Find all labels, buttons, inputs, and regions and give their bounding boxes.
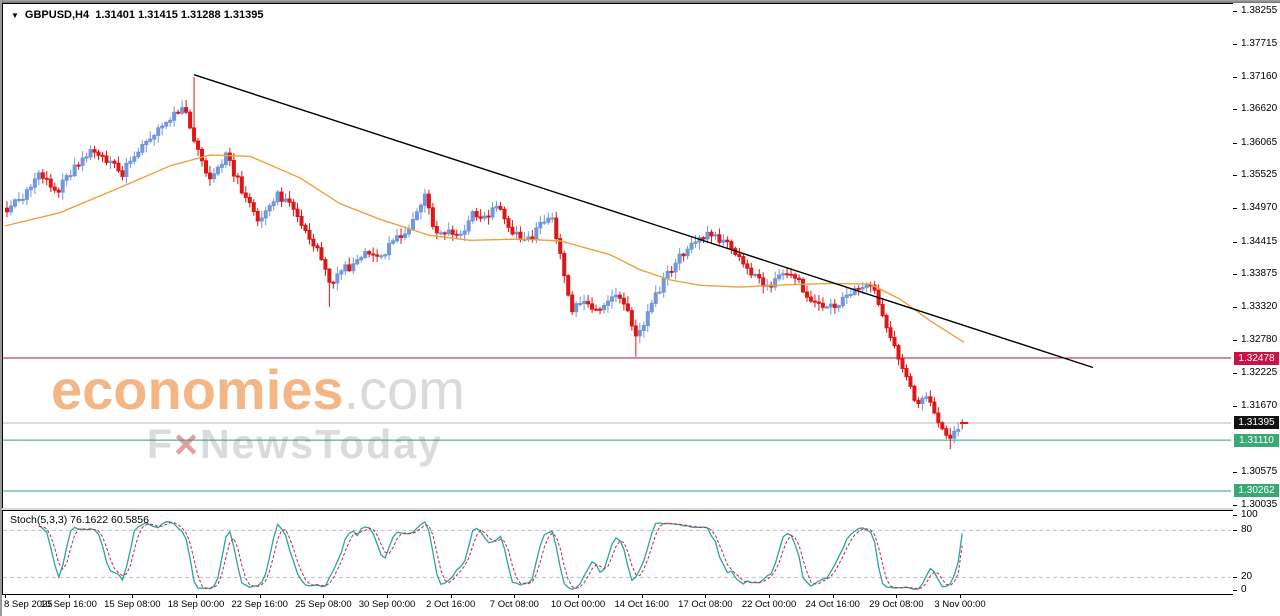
price-tick-mark [1233, 274, 1237, 276]
time-tick-label: 7 Oct 08:00 [489, 599, 539, 610]
stoch-scale-label: 80 [1241, 524, 1253, 536]
symbol-dropdown-icon[interactable]: ▼ [11, 11, 19, 20]
price-tick-label: 1.32225 [1241, 367, 1278, 379]
price-tick-mark [1233, 406, 1237, 408]
stochastic-panel[interactable]: Stoch(5,3,3) 76.1622 60.5856 [2, 510, 1234, 595]
time-tick-mark [705, 595, 707, 598]
price-tick-mark [1233, 373, 1237, 375]
time-tick-mark [450, 595, 452, 598]
price-tick-label: 1.34970 [1241, 202, 1278, 214]
price-tick-mark [1233, 77, 1237, 79]
stochastic-canvas [3, 520, 1231, 591]
time-tick-label: 8 Sep 2025 [4, 599, 53, 610]
price-tick-mark [1233, 472, 1237, 474]
time-tick-mark [960, 595, 962, 598]
stoch-scale-tick [1233, 530, 1237, 532]
price-tick-mark [1233, 208, 1237, 210]
price-tick-mark [1233, 241, 1237, 243]
time-tick-mark [641, 595, 643, 598]
candlestick-canvas [3, 74, 1231, 492]
time-tick-mark [259, 595, 261, 598]
time-tick-mark [5, 595, 6, 598]
price-tick-label: 1.31670 [1241, 400, 1278, 412]
price-tick-label: 1.30035 [1241, 498, 1278, 510]
panel-splitter[interactable] [2, 508, 1234, 510]
price-axis[interactable]: 1.38255 1.37715 1.37160 1.36620 1.36065 1.355… [1233, 3, 1280, 596]
quote-ohlc-values: 1.31401 1.31415 1.31288 1.31395 [95, 9, 264, 21]
price-tick-label: 1.33320 [1241, 301, 1278, 313]
price-tick-mark [1233, 307, 1237, 309]
time-tick-label: 22 Oct 00:00 [741, 599, 797, 610]
time-tick-label: 3 Nov 00:00 [934, 599, 986, 610]
window-top-edge [0, 0, 1280, 3]
time-tick-mark [132, 595, 134, 598]
price-tick-mark [1233, 142, 1237, 144]
time-tick-label: 17 Oct 08:00 [678, 599, 733, 610]
price-tick-mark [1233, 109, 1237, 111]
stoch-scale-tick [1233, 514, 1237, 516]
time-tick-label: 2 Oct 16:00 [426, 599, 476, 610]
price-tick-mark [1233, 43, 1237, 45]
time-tick-mark [387, 595, 389, 598]
time-tick-label: 15 Sep 08:00 [104, 599, 161, 610]
price-chart-panel[interactable]: economies.com F×NewsToday ▼ GBPUSD,H4 1.3… [2, 3, 1234, 509]
price-tick-label: 1.34415 [1241, 235, 1278, 247]
time-tick-label: 30 Sep 00:00 [358, 599, 416, 610]
time-tick-mark [578, 595, 580, 598]
price-tick-mark [1233, 504, 1237, 506]
time-tick-mark [68, 595, 70, 598]
price-tick-mark [1233, 11, 1237, 13]
price-level-badge: 1.31110 [1234, 433, 1279, 447]
price-tick-label: 1.30575 [1241, 466, 1278, 478]
price-level-badge: 1.30262 [1234, 484, 1279, 498]
price-tick-label: 1.32780 [1241, 333, 1278, 345]
time-tick-label: 24 Oct 16:00 [805, 599, 860, 610]
price-level-badge: 1.31395 [1234, 416, 1279, 430]
stoch-scale-label: 100 [1241, 508, 1258, 520]
symbol-label: GBPUSD,H4 [24, 9, 90, 21]
time-axis[interactable]: 8 Sep 2025 10 Sep 16:00 15 Sep 08:00 18 Sep… [2, 595, 1233, 616]
time-tick-label: 25 Sep 08:00 [295, 599, 352, 610]
symbol-title-overlay: ▼ GBPUSD,H4 1.31401 1.31415 1.31288 1.313… [11, 9, 263, 21]
time-tick-mark [769, 595, 771, 598]
time-tick-label: 10 Oct 00:00 [550, 599, 606, 610]
time-tick-label: 10 Sep 16:00 [40, 599, 97, 610]
time-tick-label: 14 Oct 16:00 [614, 599, 669, 610]
price-tick-label: 1.36065 [1241, 136, 1278, 148]
stoch-scale-tick [1233, 590, 1237, 591]
price-tick-mark [1233, 339, 1237, 341]
time-tick-mark [196, 595, 197, 598]
time-tick-mark [323, 595, 325, 598]
time-tick-label: 18 Sep 00:00 [167, 599, 225, 610]
time-tick-label: 29 Oct 08:00 [869, 599, 924, 610]
stoch-scale-tick [1233, 577, 1237, 579]
time-tick-mark [896, 595, 898, 598]
price-tick-mark [1233, 175, 1237, 177]
time-tick-mark [832, 595, 834, 598]
price-tick-label: 1.37160 [1241, 71, 1278, 83]
price-level-badge: 1.32478 [1234, 351, 1279, 365]
price-tick-label: 1.35525 [1241, 169, 1278, 181]
price-tick-label: 1.37715 [1241, 37, 1278, 49]
indicator-label: Stoch(5,3,3) 76.1622 60.5856 [10, 514, 149, 526]
time-tick-mark [514, 595, 516, 598]
price-tick-label: 1.36620 [1241, 103, 1278, 115]
price-tick-label: 1.33875 [1241, 268, 1278, 280]
stoch-scale-label: 0 [1241, 584, 1247, 595]
time-tick-label: 22 Sep 16:00 [231, 599, 288, 610]
stoch-scale-label: 20 [1241, 571, 1253, 583]
price-tick-label: 1.38255 [1241, 5, 1278, 17]
window-left-edge [0, 0, 2, 616]
